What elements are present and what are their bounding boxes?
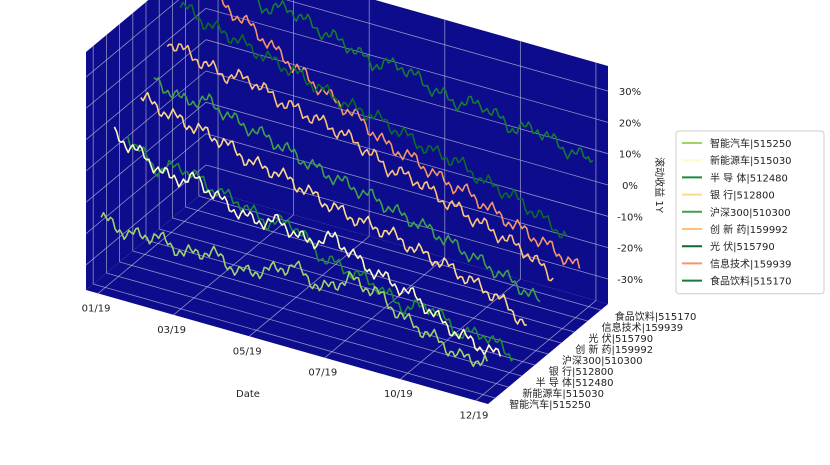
x-tick-label: 07/19	[308, 368, 337, 379]
grid-line	[132, 250, 535, 366]
z-tick-label: 0%	[622, 181, 638, 192]
grid-line	[205, 7, 609, 123]
z-tick-label: 30%	[619, 87, 641, 98]
z-axis-ticks: -30% -20% -10% 0% 10% 20% 30%	[617, 87, 643, 286]
legend-entry: 银 行|512800	[710, 189, 775, 202]
grid-line	[93, 283, 496, 399]
legend-entry: 食品饮料|515170	[710, 275, 792, 288]
z-tick-label: 20%	[619, 118, 641, 129]
x-tick-label: 03/19	[157, 325, 186, 336]
legend-entry: 创 新 药|159992	[710, 223, 788, 236]
series-line	[100, 211, 488, 368]
z-tick-label: -20%	[617, 244, 643, 255]
y-tick-label: 沪深300|510300	[562, 354, 643, 367]
z-tick-label: -30%	[617, 275, 643, 286]
y-tick-label: 新能源车|515030	[522, 387, 604, 400]
x-tick-label: 12/19	[460, 411, 489, 422]
legend-entry: 光 伏|515790	[710, 240, 775, 253]
y-tick-label: 半 导 体|512480	[536, 376, 614, 389]
grid-line	[106, 272, 509, 388]
x-axis-label: Date	[236, 389, 260, 400]
y-tick-label: 光 伏|515790	[588, 332, 653, 345]
grid-line	[172, 217, 575, 333]
chart-panes	[86, 0, 608, 404]
y-tick-label: 创 新 药|159992	[575, 343, 653, 356]
grid-line	[85, 70, 207, 172]
grid-line	[185, 206, 588, 322]
grid-line	[145, 239, 549, 355]
legend-entry: 智能汽车|515250	[710, 137, 792, 150]
series-line	[153, 76, 541, 303]
series-line	[140, 92, 527, 326]
grid-line	[285, 0, 609, 92]
y-tick-label: 智能汽车|515250	[509, 398, 591, 411]
chart-series-lines	[100, 0, 594, 368]
legend-box	[675, 130, 825, 295]
x-tick-label: 10/19	[384, 389, 413, 400]
series-line	[221, 0, 581, 269]
legend-entry: 沪深300|510300	[710, 206, 791, 219]
y-tick-label: 银 行|512800	[549, 365, 614, 378]
x-tick-label: 05/19	[233, 346, 262, 357]
z-tick-label: 10%	[619, 150, 641, 161]
grid-line	[85, 0, 180, 78]
grid-line	[205, 101, 609, 217]
z-axis-label: 滚动收益 1Y	[653, 157, 666, 214]
legend-entry: 半 导 体|512480	[710, 171, 788, 184]
series-line	[257, 0, 594, 163]
series-line	[126, 135, 515, 362]
y-tick-label: 食品饮料|515170	[615, 310, 697, 323]
grid-line	[205, 133, 609, 249]
x-axis-ticks: 01/19 03/19 05/19 07/19 10/19 12/19	[82, 303, 489, 421]
y-tick-label: 信息技术|159939	[602, 321, 684, 334]
grid-line	[85, 8, 207, 109]
grid-line	[205, 70, 609, 186]
legend-entry: 新能源车|515030	[710, 154, 792, 167]
series-line	[166, 43, 554, 282]
grid-line	[85, 39, 207, 140]
series-line	[179, 1, 568, 239]
x-tick-label: 01/19	[82, 303, 111, 314]
legend-entry: 信息技术|159939	[710, 257, 792, 270]
z-tick-label: -10%	[617, 212, 643, 223]
legend: 智能汽车|515250 新能源车|515030 半 导 体|512480 银 行|51…	[675, 130, 825, 295]
series-line	[113, 126, 502, 357]
grid-line	[205, 164, 609, 280]
